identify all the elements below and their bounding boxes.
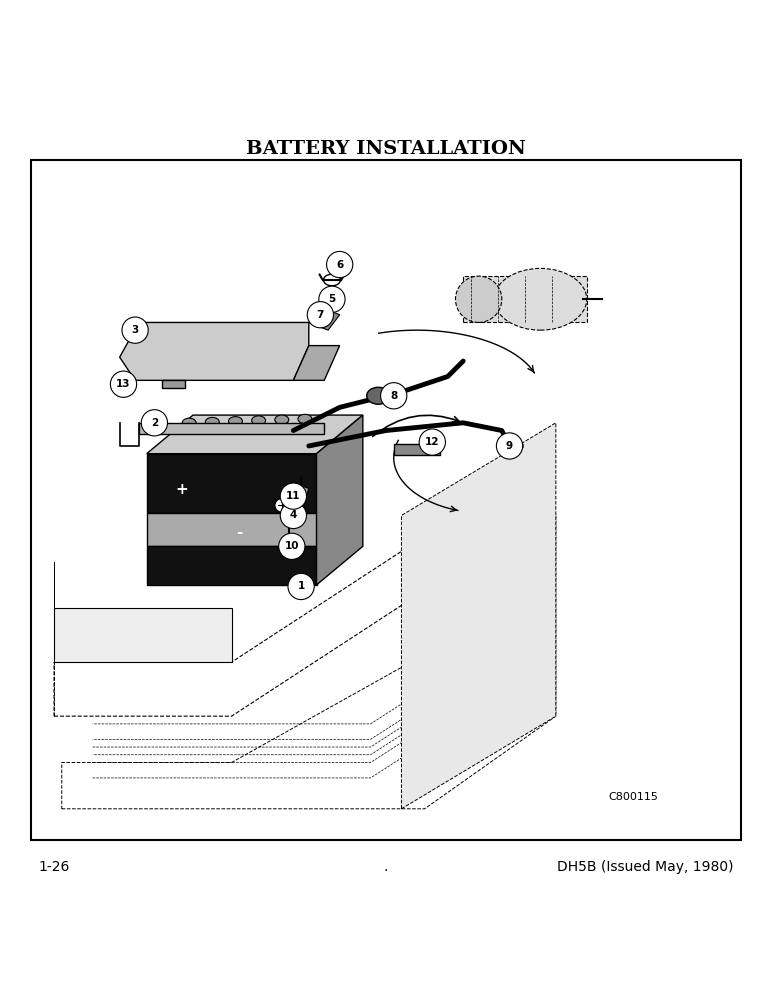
Polygon shape (293, 485, 309, 500)
Polygon shape (120, 322, 309, 380)
Text: 9: 9 (506, 441, 513, 451)
Text: 13: 13 (117, 379, 130, 389)
Circle shape (419, 429, 445, 455)
Text: 1-26: 1-26 (39, 860, 70, 874)
Text: 2: 2 (151, 418, 158, 428)
Ellipse shape (504, 439, 523, 453)
Circle shape (280, 502, 306, 529)
Circle shape (327, 251, 353, 278)
Polygon shape (317, 415, 363, 585)
Circle shape (319, 286, 345, 312)
Polygon shape (139, 423, 324, 434)
Text: 8: 8 (390, 391, 398, 401)
Polygon shape (401, 423, 556, 809)
Polygon shape (147, 415, 363, 454)
Ellipse shape (229, 417, 242, 426)
Polygon shape (293, 346, 340, 380)
Circle shape (288, 573, 314, 600)
Ellipse shape (298, 414, 312, 424)
Ellipse shape (455, 276, 502, 322)
Circle shape (110, 371, 137, 397)
Text: 10: 10 (285, 541, 299, 551)
Text: BATTERY INSTALLATION: BATTERY INSTALLATION (246, 140, 526, 158)
Polygon shape (309, 307, 340, 330)
Text: 7: 7 (317, 310, 324, 320)
Text: C800115: C800115 (608, 792, 658, 802)
Ellipse shape (275, 415, 289, 424)
Polygon shape (162, 380, 185, 388)
Polygon shape (147, 513, 317, 546)
Text: 3: 3 (131, 325, 139, 335)
Circle shape (122, 317, 148, 343)
Text: 12: 12 (425, 437, 439, 447)
Ellipse shape (323, 274, 340, 286)
Ellipse shape (205, 417, 219, 427)
Text: 5: 5 (328, 294, 336, 304)
Text: 11: 11 (286, 491, 300, 501)
Polygon shape (54, 608, 232, 662)
Polygon shape (394, 444, 440, 455)
Circle shape (280, 483, 306, 509)
Polygon shape (147, 454, 317, 513)
Ellipse shape (494, 268, 587, 330)
Text: -: - (236, 525, 242, 540)
Text: .: . (384, 860, 388, 874)
Text: 4: 4 (290, 510, 297, 520)
Text: DH5B (Issued May, 1980): DH5B (Issued May, 1980) (557, 860, 733, 874)
Ellipse shape (182, 418, 196, 427)
Text: 1: 1 (297, 581, 305, 591)
Circle shape (307, 302, 334, 328)
Circle shape (496, 433, 523, 459)
FancyBboxPatch shape (463, 276, 587, 322)
Circle shape (279, 533, 305, 559)
Ellipse shape (275, 498, 289, 512)
Circle shape (141, 410, 168, 436)
Polygon shape (147, 546, 317, 585)
Ellipse shape (367, 387, 390, 404)
Text: +: + (175, 482, 188, 497)
Text: 6: 6 (336, 260, 344, 270)
FancyBboxPatch shape (323, 290, 341, 302)
Circle shape (381, 383, 407, 409)
Ellipse shape (252, 416, 266, 425)
